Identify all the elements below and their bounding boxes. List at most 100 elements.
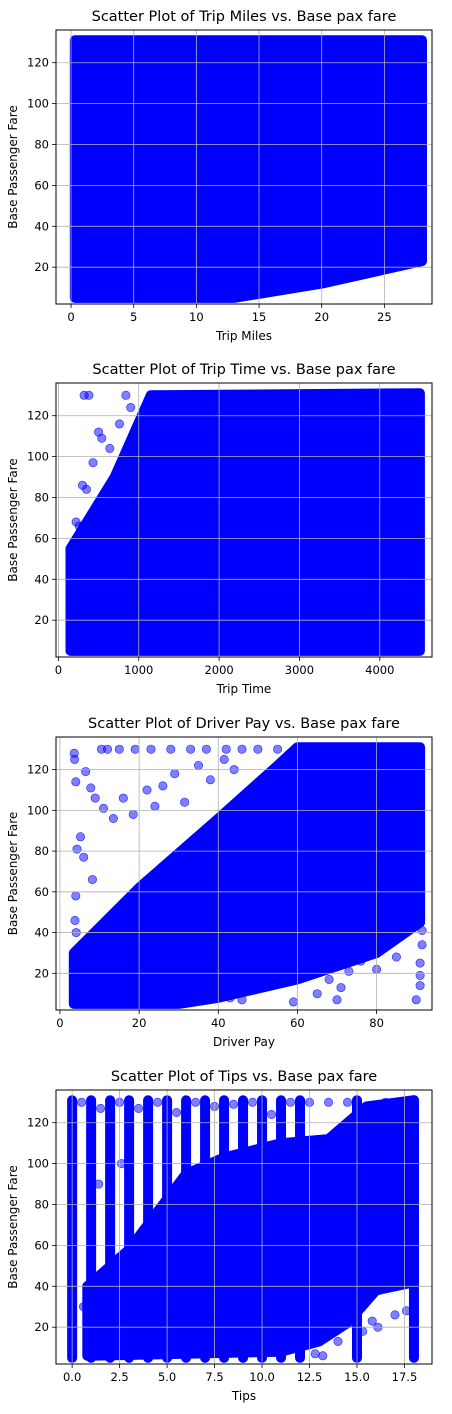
scatter-point <box>333 1337 343 1347</box>
scatter-point <box>96 1103 106 1113</box>
dense-point-cloud <box>69 35 427 303</box>
scatter-point <box>142 785 152 795</box>
y-axis-label: Base Passenger Fare <box>6 812 20 936</box>
scatter-point <box>356 266 366 276</box>
scatter-point <box>158 781 168 791</box>
scatter-point <box>351 644 361 654</box>
y-axis-label: Base Passenger Fare <box>6 105 20 229</box>
scatter-point <box>296 960 306 970</box>
scatter-point <box>99 803 109 813</box>
y-tick-label: 80 <box>34 844 49 858</box>
scatter-point <box>403 923 413 933</box>
scatter-chart-3: Scatter Plot of Driver Pay vs. Base pax … <box>6 716 433 1049</box>
scatter-point <box>324 974 334 984</box>
scatter-point <box>76 832 86 842</box>
x-tick-label: 0.0 <box>63 1370 81 1384</box>
scatter-point <box>126 402 136 412</box>
chart-title: Scatter Plot of Tips vs. Base pax fare <box>111 1069 377 1085</box>
y-tick-label: 100 <box>27 450 49 464</box>
scatter-point <box>221 744 231 754</box>
scatter-point <box>86 783 96 793</box>
x-tick-label: 20 <box>132 1016 147 1030</box>
y-tick-label: 120 <box>27 409 49 423</box>
scatter-point <box>332 995 342 1005</box>
scatter-point <box>72 844 82 854</box>
scatter-point <box>219 754 229 764</box>
scatter-point <box>417 925 427 935</box>
scatter-point <box>121 390 131 400</box>
scatter-point <box>273 744 283 754</box>
scatter-point <box>153 1097 163 1107</box>
scatter-point <box>342 1097 352 1107</box>
scatter-point <box>108 813 118 823</box>
scatter-point <box>205 775 215 785</box>
y-axis-label: Base Passenger Fare <box>6 458 20 582</box>
scatter-point <box>105 443 115 453</box>
x-tick-label: 3000 <box>285 663 314 677</box>
x-tick-label: 5.0 <box>158 1370 176 1384</box>
scatter-point <box>71 891 81 901</box>
y-axis-label: Base Passenger Fare <box>6 1165 20 1289</box>
y-tick-label: 120 <box>27 1116 49 1130</box>
scatter-point <box>399 619 409 629</box>
scatter-point <box>409 240 419 250</box>
scatter-point <box>288 997 298 1007</box>
scatter-point <box>336 983 346 993</box>
y-tick-label: 120 <box>27 763 49 777</box>
y-tick-label: 60 <box>34 885 49 899</box>
scatter-point <box>323 1097 333 1107</box>
scatter-point <box>332 272 342 282</box>
scatter-point <box>75 119 85 129</box>
scatter-point <box>191 1097 201 1107</box>
y-tick-label: 20 <box>34 1320 49 1334</box>
data-layer <box>69 35 427 303</box>
y-tick-label: 100 <box>27 1157 49 1171</box>
scatter-point <box>237 744 247 754</box>
y-tick-label: 20 <box>34 613 49 627</box>
scatter-point <box>201 744 211 754</box>
y-tick-label: 80 <box>34 138 49 152</box>
x-tick-label: 0 <box>55 663 62 677</box>
chart-title: Scatter Plot of Trip Miles vs. Base pax … <box>92 9 397 25</box>
data-layer <box>68 742 427 1009</box>
x-tick-label: 4000 <box>365 663 394 677</box>
scatter-point <box>194 760 204 770</box>
scatter-point <box>415 970 425 980</box>
scatter-point <box>115 419 125 429</box>
scatter-point <box>70 754 80 764</box>
y-tick-label: 60 <box>34 178 49 192</box>
scatter-point <box>266 1110 276 1120</box>
scatter-point <box>272 1302 282 1312</box>
scatter-point <box>130 744 140 754</box>
scatter-point <box>390 1310 400 1320</box>
scatter-point <box>150 801 160 811</box>
x-tick-label: 40 <box>211 1016 226 1030</box>
scatter-point <box>77 1097 87 1107</box>
x-tick-label: 0 <box>67 310 74 324</box>
scatter-point <box>408 627 418 637</box>
dense-point-cloud <box>65 388 425 656</box>
scatter-point <box>342 268 352 278</box>
scatter-point <box>367 1316 377 1326</box>
y-tick-label: 40 <box>34 219 49 233</box>
scatter-point <box>417 940 427 950</box>
scatter-chart-1: Scatter Plot of Trip Miles vs. Base pax … <box>6 9 433 343</box>
scatter-point <box>74 521 84 531</box>
x-axis-label: Driver Pay <box>213 1035 275 1049</box>
scatter-point <box>90 793 100 803</box>
x-tick-label: 60 <box>290 1016 305 1030</box>
scatter-point <box>82 47 92 57</box>
scatter-point <box>310 1349 320 1359</box>
y-tick-label: 40 <box>34 572 49 586</box>
scatter-point <box>310 632 320 642</box>
scatter-chart-2: Scatter Plot of Trip Time vs. Base pax f… <box>6 362 433 696</box>
scatter-point <box>413 636 423 646</box>
scatter-point <box>79 1302 89 1312</box>
scatter-point <box>240 1265 250 1275</box>
scatter-point <box>229 1099 239 1109</box>
x-tick-label: 1000 <box>124 663 153 677</box>
x-tick-label: 2.5 <box>110 1370 128 1384</box>
data-layer <box>65 388 425 656</box>
x-tick-label: 20 <box>314 310 329 324</box>
y-tick-label: 60 <box>34 1238 49 1252</box>
